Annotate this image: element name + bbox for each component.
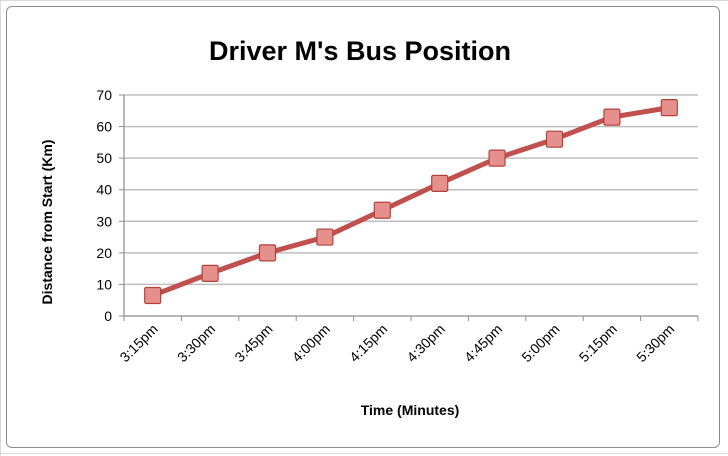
data-point-marker (603, 108, 621, 126)
data-point-marker (660, 99, 678, 117)
y-tick-label: 50 (96, 150, 112, 166)
sheet-gridline (0, 0, 1, 456)
y-axis-title: Distance from Start (Km) (39, 140, 55, 305)
sheet-gridline (0, 0, 728, 1)
y-tick-labels: 0 10 20 30 40 50 60 70 (96, 87, 112, 324)
x-tick-label: 3:45pm (231, 321, 275, 365)
axes (123, 95, 699, 321)
x-axis-title: Time (Minutes) (361, 402, 460, 418)
y-tick-label: 10 (96, 276, 112, 292)
x-tick-label: 4:45pm (461, 321, 505, 365)
x-tick-label: 4:15pm (346, 321, 390, 365)
y-tick-label: 20 (96, 245, 112, 261)
x-tick-label: 3:30pm (174, 321, 218, 365)
chart-title: Driver M's Bus Position (209, 36, 511, 66)
series-distance (144, 99, 678, 305)
gridlines (119, 94, 698, 317)
data-point-marker (488, 149, 506, 167)
y-tick-label: 0 (104, 308, 112, 324)
data-point-marker (201, 264, 219, 282)
x-tick-label: 5:30pm (633, 321, 677, 365)
data-point-marker (144, 286, 162, 305)
data-point-marker (431, 174, 449, 192)
x-tick-labels: 3:15pm 3:30pm 3:45pm 4:00pm 4:15pm 4:30pm 4:45… (116, 321, 677, 365)
y-tick-label: 40 (96, 182, 112, 198)
sheet-gridline (0, 453, 728, 454)
x-tick-label: 3:15pm (116, 321, 160, 365)
x-tick-label: 4:30pm (403, 321, 447, 365)
series-line (150, 105, 672, 298)
y-tick-label: 70 (96, 87, 112, 103)
data-point-marker (545, 130, 564, 148)
y-tick-label: 60 (96, 119, 112, 135)
x-tick-label: 4:00pm (289, 321, 333, 365)
x-tick-label: 5:00pm (518, 321, 562, 365)
data-point-marker (258, 244, 277, 262)
y-tick-label: 30 (96, 213, 112, 229)
data-point-marker (373, 201, 391, 219)
chart-area[interactable] (6, 6, 720, 448)
data-point-marker (316, 228, 334, 246)
x-tick-label: 5:15pm (576, 321, 620, 365)
